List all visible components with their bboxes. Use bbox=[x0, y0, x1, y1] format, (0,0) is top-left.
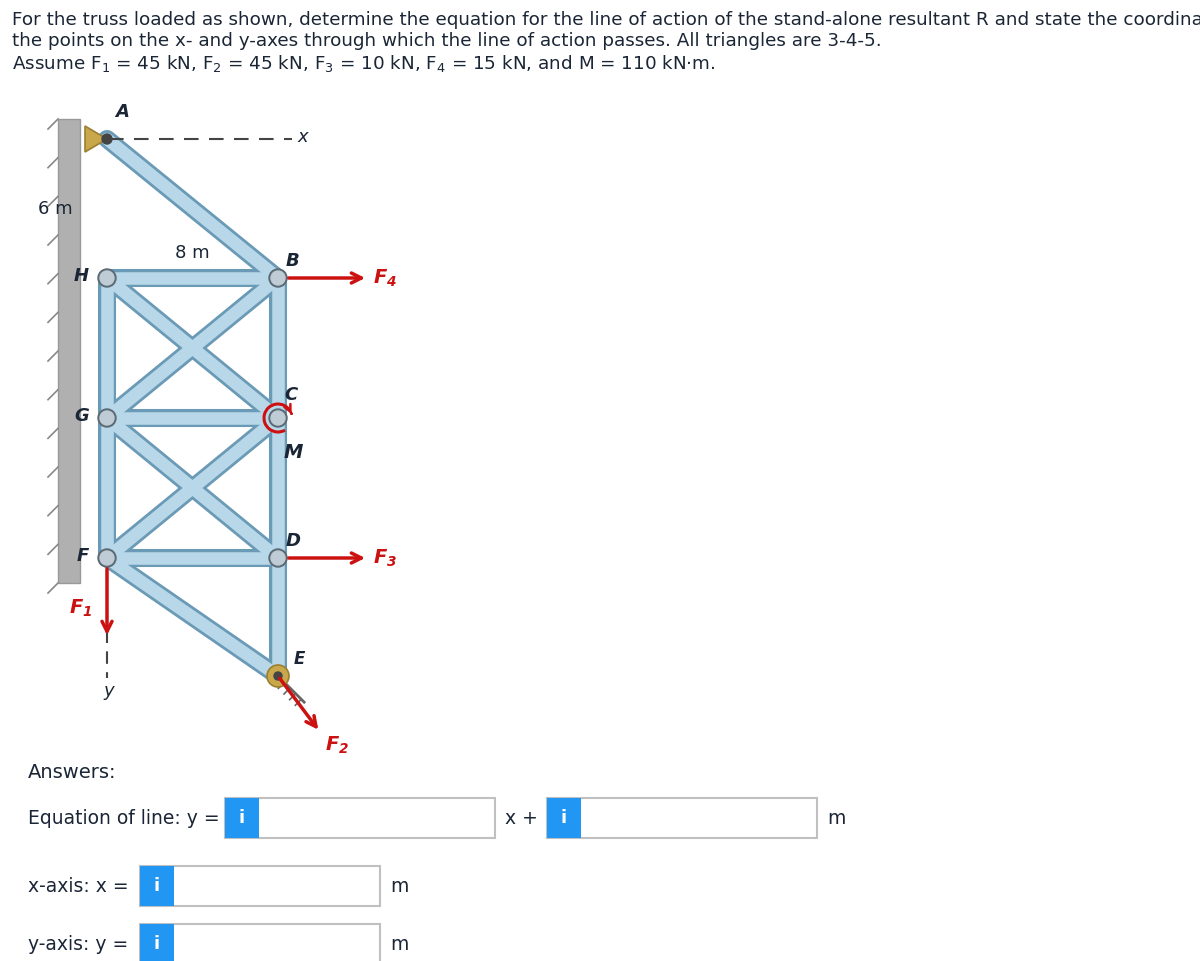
Circle shape bbox=[274, 672, 282, 680]
Text: 8 m: 8 m bbox=[175, 244, 210, 262]
Text: 6 m: 6 m bbox=[38, 200, 73, 217]
Text: A: A bbox=[115, 103, 128, 121]
Text: D: D bbox=[286, 532, 301, 550]
Text: $\bfit{F}_2$: $\bfit{F}_2$ bbox=[325, 735, 349, 756]
Circle shape bbox=[271, 271, 286, 285]
Text: y: y bbox=[103, 682, 114, 700]
Text: m: m bbox=[390, 934, 408, 953]
Text: $\bfit{M}$: $\bfit{M}$ bbox=[283, 443, 304, 462]
Text: G: G bbox=[74, 407, 89, 425]
Circle shape bbox=[271, 411, 286, 425]
Text: the points on the x- and y-axes through which the line of action passes. All tri: the points on the x- and y-axes through … bbox=[12, 32, 882, 50]
Circle shape bbox=[100, 551, 114, 565]
Text: $\bfit{F}_4$: $\bfit{F}_4$ bbox=[373, 267, 397, 288]
Text: E: E bbox=[294, 650, 305, 668]
Circle shape bbox=[269, 409, 287, 427]
Circle shape bbox=[269, 269, 287, 287]
Text: $\bfit{F}_3$: $\bfit{F}_3$ bbox=[373, 548, 397, 569]
Text: C: C bbox=[284, 386, 298, 404]
Text: i: i bbox=[239, 809, 245, 827]
Circle shape bbox=[271, 551, 286, 565]
Text: For the truss loaded as shown, determine the equation for the line of action of : For the truss loaded as shown, determine… bbox=[12, 11, 1200, 29]
Bar bbox=[140, 866, 380, 906]
Bar bbox=[140, 866, 174, 906]
Text: x-axis: x =: x-axis: x = bbox=[28, 876, 128, 896]
Text: B: B bbox=[286, 252, 300, 270]
Bar bbox=[58, 119, 80, 583]
Bar bbox=[547, 798, 581, 838]
Text: x: x bbox=[298, 128, 307, 146]
Circle shape bbox=[100, 411, 114, 425]
Bar bbox=[226, 798, 496, 838]
Bar bbox=[140, 924, 174, 961]
Text: i: i bbox=[560, 809, 568, 827]
Text: F: F bbox=[77, 547, 89, 565]
Circle shape bbox=[102, 134, 112, 144]
Circle shape bbox=[269, 549, 287, 567]
Text: i: i bbox=[154, 877, 160, 895]
Text: i: i bbox=[154, 935, 160, 953]
Text: Answers:: Answers: bbox=[28, 763, 116, 782]
Circle shape bbox=[98, 409, 116, 427]
Text: H: H bbox=[74, 267, 89, 285]
Bar bbox=[226, 798, 259, 838]
Text: $\bfit{F}_1$: $\bfit{F}_1$ bbox=[68, 598, 92, 619]
Text: m: m bbox=[390, 876, 408, 896]
Bar bbox=[140, 924, 380, 961]
Text: x +: x + bbox=[505, 808, 538, 827]
Circle shape bbox=[266, 665, 289, 687]
Bar bbox=[547, 798, 817, 838]
Text: Assume F$_1$ = 45 kN, F$_2$ = 45 kN, F$_3$ = 10 kN, F$_4$ = 15 kN, and M = 110 k: Assume F$_1$ = 45 kN, F$_2$ = 45 kN, F$_… bbox=[12, 53, 715, 74]
Circle shape bbox=[98, 269, 116, 287]
Text: Equation of line: y =: Equation of line: y = bbox=[28, 808, 220, 827]
Text: m: m bbox=[827, 808, 845, 827]
Circle shape bbox=[98, 549, 116, 567]
Polygon shape bbox=[85, 126, 107, 152]
Text: y-axis: y =: y-axis: y = bbox=[28, 934, 128, 953]
Circle shape bbox=[100, 271, 114, 285]
